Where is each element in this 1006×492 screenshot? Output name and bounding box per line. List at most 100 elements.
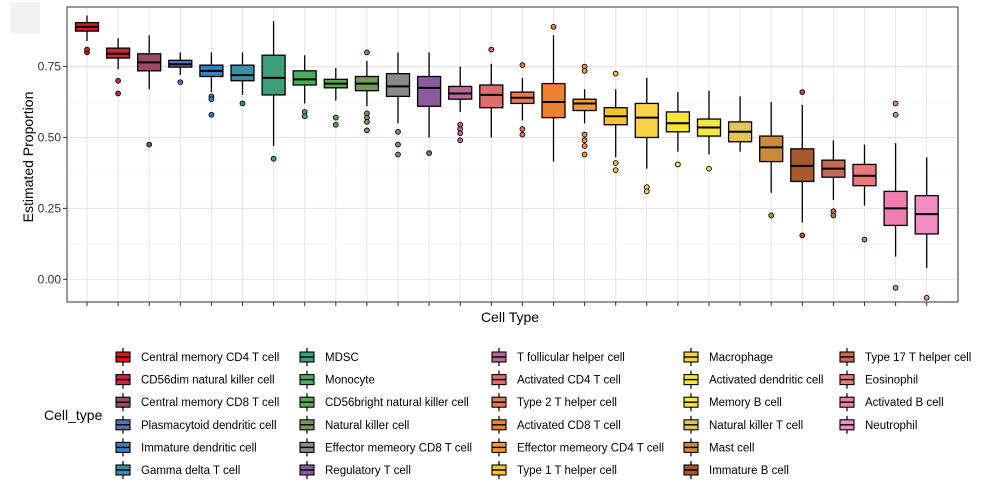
box-16 <box>541 24 566 162</box>
box-body <box>759 135 784 163</box>
legend-item: Activated CD8 T cell <box>491 415 621 434</box>
box-8 <box>292 55 317 120</box>
box-outlier <box>799 232 806 239</box>
legend-item: Natural killer cell <box>299 415 409 434</box>
y-tick-label: 0.50 <box>38 130 62 144</box>
legend-label: Natural killer T cell <box>709 420 803 432</box>
legend-item: Activated CD4 T cell <box>491 370 621 389</box>
box-outlier <box>146 141 153 148</box>
box-14 <box>479 46 504 138</box>
box-body <box>261 54 286 96</box>
legend-item: Type 2 T helper cell <box>491 393 617 412</box>
box-outlier <box>301 113 308 120</box>
box-outlier <box>426 150 432 156</box>
legend-item: Eosinophil <box>839 370 918 389</box>
legend-item: Macrophage <box>683 348 773 366</box>
y-tick-label: 0.75 <box>38 60 62 74</box>
box-1 <box>74 15 100 56</box>
panel-background <box>67 7 958 302</box>
box-outlier <box>519 126 526 132</box>
legend-item: Immature B cell <box>683 461 789 479</box>
legend-label: T follicular helper cell <box>517 352 625 364</box>
box-7 <box>261 21 286 162</box>
legend-label: Memory B cell <box>709 397 782 409</box>
legend-label: Central memory CD4 T cell <box>141 352 279 364</box>
legend-item: MDSC <box>299 348 359 366</box>
y-tick-label: 0.00 <box>38 272 62 286</box>
box-outlier <box>332 121 339 128</box>
box-20 <box>665 92 691 168</box>
panel-border <box>66 6 959 303</box>
box-outlier <box>643 188 650 195</box>
box-outlier <box>861 236 868 243</box>
box-outlier <box>519 62 526 68</box>
box-22 <box>727 96 753 152</box>
box-outlier <box>581 67 588 74</box>
box-28 <box>914 157 939 301</box>
box-outlier <box>208 111 215 118</box>
box-15 <box>510 62 535 138</box>
box-13 <box>448 66 473 144</box>
legend-label: Natural killer cell <box>325 420 409 432</box>
legend-item: Effector memeory CD4 T cell <box>491 438 664 457</box>
box-outlier <box>332 114 339 121</box>
box-3 <box>137 35 162 148</box>
legend-label: Mast cell <box>709 442 754 454</box>
legend-title: Cell_type <box>44 407 103 423</box>
legend-label: Activated CD4 T cell <box>517 375 621 387</box>
box-outlier <box>892 284 899 291</box>
box-outlier <box>675 161 681 168</box>
box-body <box>572 98 597 112</box>
box-25 <box>821 140 846 219</box>
box-outlier <box>208 96 215 103</box>
legend-label: Immature B cell <box>709 465 789 477</box>
box-outlier <box>177 79 184 86</box>
legend-item: Regulatory T cell <box>299 461 411 479</box>
box-outlier <box>457 137 464 144</box>
box-outlier <box>364 49 370 56</box>
legend-item: Monocyte <box>299 370 375 389</box>
legend-item: CD56dim natural killer cell <box>115 370 275 389</box>
legend-label: Regulatory T cell <box>325 465 411 477</box>
box-outlier <box>550 24 557 30</box>
box-body <box>292 70 317 86</box>
box-23 <box>759 102 784 219</box>
box-outlier <box>457 130 464 137</box>
legend-label: MDSC <box>325 352 359 364</box>
box-outlier <box>395 151 401 158</box>
box-body <box>634 102 659 139</box>
boxes-layer <box>74 15 939 301</box>
box-body <box>416 75 442 107</box>
box-outlier <box>581 143 588 149</box>
legend-label: Type 1 T helper cell <box>517 465 617 477</box>
legend-label: CD56bright natural killer cell <box>325 397 469 409</box>
box-27 <box>883 100 908 291</box>
box-17 <box>572 63 597 158</box>
box-5 <box>199 52 224 118</box>
y-axis: 0.00 0.25 0.50 0.75 <box>38 60 928 306</box>
legend-item: Type 1 T helper cell <box>491 461 617 479</box>
box-outlier <box>892 100 899 107</box>
box-19 <box>634 77 659 195</box>
legend-label: Plasmacytoid dendritic cell <box>141 420 277 432</box>
box-outlier <box>488 46 495 53</box>
legend-item: Activated B cell <box>839 393 944 412</box>
box-4 <box>168 52 193 86</box>
legend-label: Type 17 T helper cell <box>865 352 971 364</box>
box-outlier <box>706 165 712 172</box>
legend-label: Effector memeory CD8 T cell <box>325 442 472 454</box>
box-body <box>541 82 566 119</box>
legend-label: Immature dendritic cell <box>141 442 257 454</box>
box-18 <box>603 70 628 173</box>
legend-label: CD56dim natural killer cell <box>141 375 275 387</box>
box-outlier <box>612 160 619 166</box>
y-tick-label: 0.25 <box>38 201 62 215</box>
box-10 <box>354 49 380 134</box>
box-outlier <box>799 89 806 95</box>
corner-patch <box>10 2 40 34</box>
legend-item: Natural killer T cell <box>683 415 803 434</box>
legend-label: Activated dendritic cell <box>709 375 823 387</box>
legend-item: Gamma delta T cell <box>115 461 240 479</box>
box-outlier <box>581 151 588 158</box>
